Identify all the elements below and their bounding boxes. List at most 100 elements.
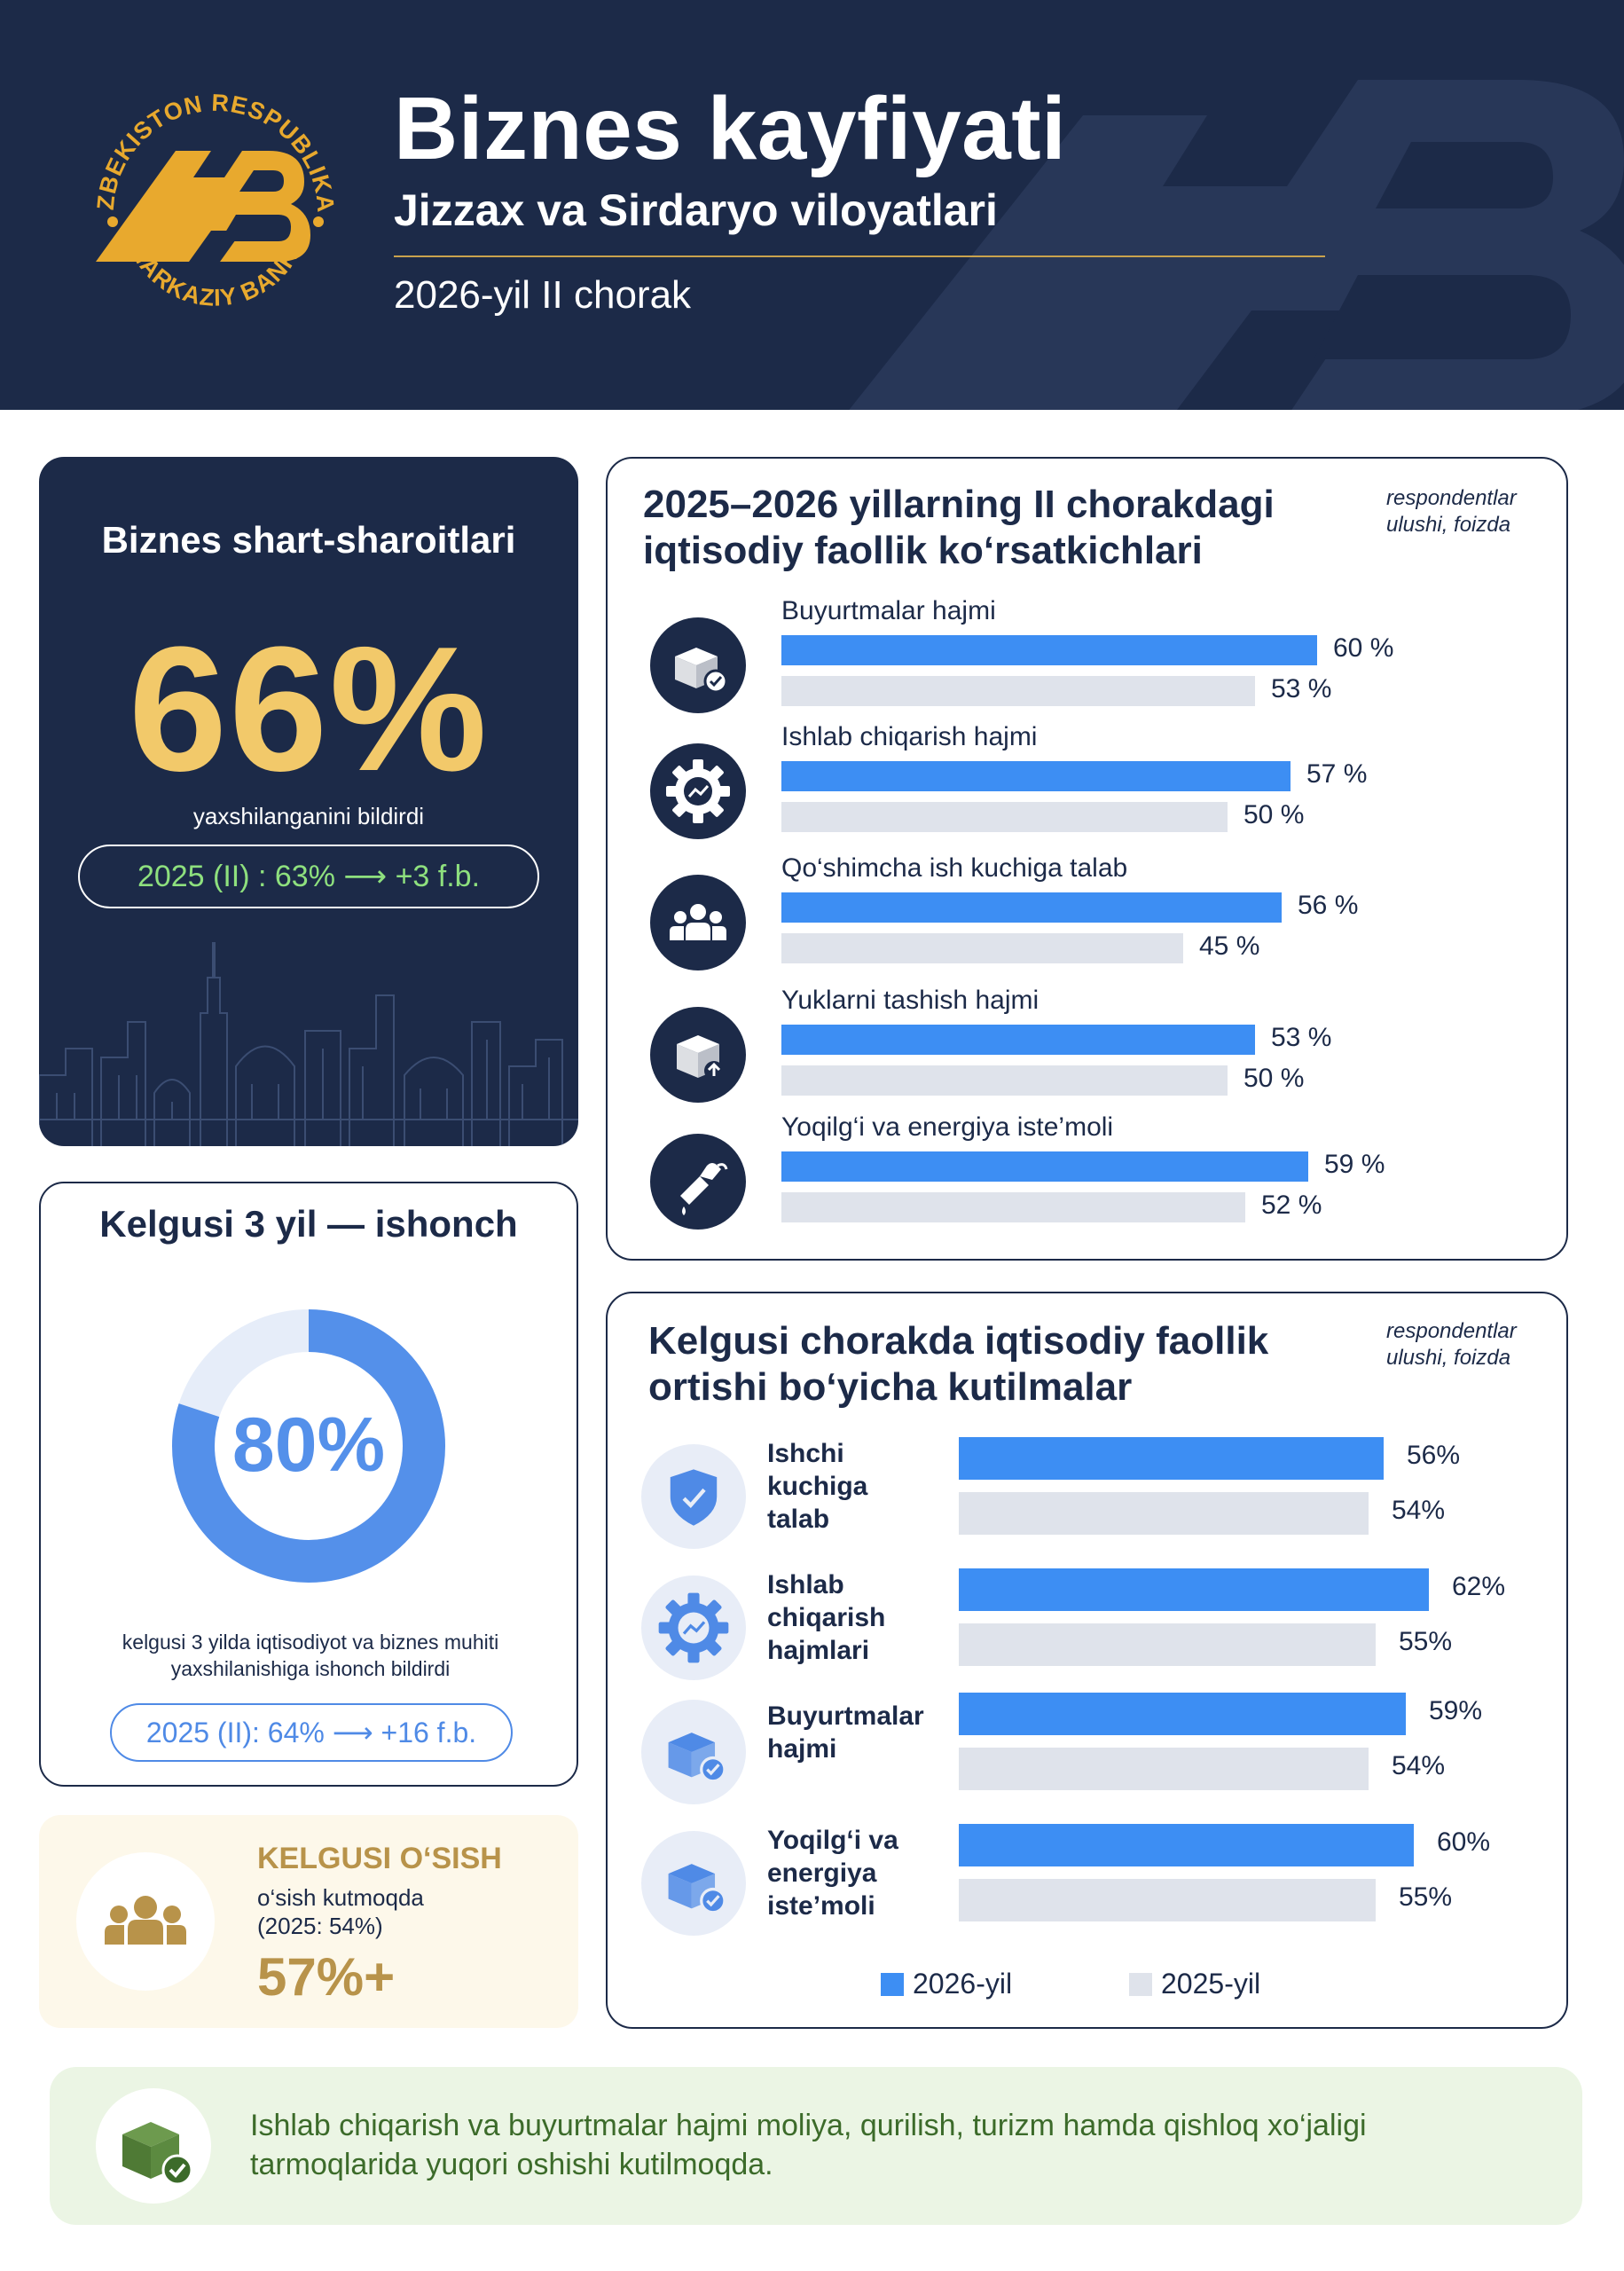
bar-2026 xyxy=(959,1693,1406,1735)
activity-units-note: respondentlar ulushi, foizda xyxy=(1386,485,1517,538)
confidence-caption-line1: kelgusi 3 yilda iqtisodiyot va biznes mu… xyxy=(122,1631,499,1654)
confidence-value: 80% xyxy=(232,1403,385,1488)
growth-heading: KELGUSI O‘SISH xyxy=(257,1842,502,1875)
shield-check-icon xyxy=(641,1444,746,1549)
legend-label-2026: 2026-yil xyxy=(913,1968,1013,2000)
growth-line1: o‘sish kutmoqda xyxy=(257,1884,424,1911)
report-period: 2026-yil II chorak xyxy=(394,273,692,317)
bar-2026-value-label: 57 % xyxy=(1306,759,1368,789)
expectations-category-label: Ishlab chiqarish hajmlari xyxy=(767,1570,886,1665)
bar-2025 xyxy=(781,1065,1228,1096)
bar-2025 xyxy=(781,933,1183,963)
bar-2025-value-label: 54% xyxy=(1392,1751,1446,1780)
expectations-category-label: Buyurtmalar hajmi xyxy=(767,1701,924,1764)
growth-line2: (2025: 54%) xyxy=(257,1913,383,1939)
expectations-category-label: Ishchi kuchiga talab xyxy=(767,1439,868,1534)
legend-swatch-2025 xyxy=(1129,1973,1152,1996)
activity-row: Yoqilg‘i va energiya iste’moli 59 % 52 % xyxy=(608,1112,1566,1237)
expectations-category-label: Yoqilg‘i va energiya iste’moli xyxy=(767,1826,898,1921)
activity-category-label: Qo‘shimcha ish kuchiga talab xyxy=(781,853,1128,883)
activity-row: Yuklarni tashish hajmi 53 % 50 % xyxy=(608,986,1566,1110)
bar-2026 xyxy=(781,892,1282,923)
activity-category-label: Ishlab chiqarish hajmi xyxy=(781,722,1038,751)
business-conditions-value: 66% xyxy=(128,610,490,808)
bar-2025-value-label: 52 % xyxy=(1261,1191,1322,1220)
footer-icon-circle xyxy=(96,2088,211,2204)
legend-item-2025: 2025-yil xyxy=(1129,1968,1260,2000)
bar-2025-value-label: 55% xyxy=(1399,1882,1453,1912)
bar-2026 xyxy=(781,761,1291,791)
activity-category-label: Buyurtmalar hajmi xyxy=(781,596,996,625)
activity-note-line2: ulushi, foizda xyxy=(1386,513,1511,537)
activity-row: Ishlab chiqarish hajmi 57 % 50 % xyxy=(608,722,1566,846)
expectations-title: Kelgusi chorakda iqtisodiy faollik ortis… xyxy=(648,1318,1340,1411)
fuel-nozzle-icon xyxy=(650,1134,746,1230)
bar-2026 xyxy=(781,1025,1255,1055)
bar-2026-value-label: 53 % xyxy=(1271,1023,1332,1052)
bar-2026 xyxy=(959,1437,1384,1480)
expectations-units-note: respondentlar ulushi, foizda xyxy=(1386,1318,1517,1371)
activity-category-label: Yoqilg‘i va energiya iste’moli xyxy=(781,1112,1114,1142)
city-skyline-illustration xyxy=(39,942,578,1146)
bar-2026 xyxy=(959,1568,1429,1611)
donut-value-arc xyxy=(172,1309,445,1583)
bar-2026-value-label: 60% xyxy=(1437,1827,1491,1857)
legend-item-2026: 2026-yil xyxy=(881,1968,1012,2000)
bar-2026-value-label: 59% xyxy=(1429,1696,1483,1725)
business-conditions-card: Biznes shart-sharoitlari 66% yaxshilanga… xyxy=(39,457,578,1146)
expectations-note-line2: ulushi, foizda xyxy=(1386,1346,1511,1370)
central-bank-logo: O‘ZBEKISTON RESPUBLIKASI MARKAZIY BANKI xyxy=(78,62,338,311)
bar-2026 xyxy=(781,1151,1308,1182)
box-upload-icon xyxy=(650,1007,746,1103)
bar-2025-value-label: 50 % xyxy=(1243,1064,1305,1093)
growth-icon-circle xyxy=(76,1852,215,1991)
header-divider xyxy=(394,255,1325,257)
confidence-title: Kelgusi 3 yil — ishonch xyxy=(99,1203,518,1245)
growth-value: 57%+ xyxy=(257,1947,396,2007)
bar-2026 xyxy=(781,635,1317,665)
people-icon xyxy=(650,875,746,970)
activity-indicators-card: 2025–2026 yillarning II chorakdagi iqtis… xyxy=(606,457,1568,1261)
gear-growth-icon xyxy=(650,743,746,839)
expectations-title-line1: Kelgusi chorakda iqtisodiy faollik xyxy=(648,1319,1269,1363)
business-conditions-title: Biznes shart-sharoitlari xyxy=(101,519,516,561)
footer-text: Ishlab chiqarish va buyurtmalar hajmi mo… xyxy=(250,2106,1545,2184)
business-conditions-caption: yaxshilanganini bildirdi xyxy=(192,803,425,829)
bar-2025 xyxy=(781,802,1228,832)
confidence-card: Kelgusi 3 yil — ishonch 80% kelgusi 3 yi… xyxy=(39,1182,578,1787)
growth-card: KELGUSI O‘SISH o‘sish kutmoqda (2025: 54… xyxy=(39,1815,578,2028)
activity-title-line2: iqtisodiy faollik ko‘rsatkichlari xyxy=(643,529,1203,572)
box-check-icon xyxy=(122,2122,193,2186)
bar-2025 xyxy=(959,1492,1369,1535)
bar-2025 xyxy=(959,1879,1376,1921)
legend-swatch-2026 xyxy=(881,1973,904,1996)
confidence-caption: kelgusi 3 yilda iqtisodiyot va biznes mu… xyxy=(59,1629,562,1682)
footer-note: Ishlab chiqarish va buyurtmalar hajmi mo… xyxy=(50,2067,1582,2225)
box-check-icon xyxy=(650,617,746,713)
bar-2025 xyxy=(781,676,1255,706)
bar-2025-value-label: 54% xyxy=(1392,1496,1446,1525)
expectations-note-line1: respondentlar xyxy=(1386,1319,1517,1343)
bar-2025 xyxy=(959,1623,1376,1666)
activity-title: 2025–2026 yillarning II chorakdagi iqtis… xyxy=(643,482,1335,574)
legend-label-2025: 2025-yil xyxy=(1161,1968,1261,2000)
bar-2026-value-label: 59 % xyxy=(1324,1150,1385,1179)
business-conditions-comparison: 2025 (II) : 63% ⟶ +3 f.b. xyxy=(78,845,539,908)
header-banner: O‘ZBEKISTON RESPUBLIKASI MARKAZIY BANKI … xyxy=(0,0,1624,410)
bar-2025-value-label: 55% xyxy=(1399,1627,1453,1656)
box-check-icon xyxy=(641,1700,746,1804)
bar-2025-value-label: 45 % xyxy=(1199,931,1260,961)
box-check-icon xyxy=(641,1831,746,1936)
page-subtitle: Jizzax va Sirdaryo viloyatlari xyxy=(394,185,998,235)
confidence-donut-chart: 80% xyxy=(172,1309,445,1583)
bar-2026-value-label: 62% xyxy=(1452,1572,1506,1601)
bar-2025-value-label: 50 % xyxy=(1243,800,1305,829)
mb-watermark-graphic xyxy=(849,80,1624,410)
activity-row: Qo‘shimcha ish kuchiga talab 56 % 45 % xyxy=(608,853,1566,978)
bar-2025-value-label: 53 % xyxy=(1271,674,1332,703)
expectations-card: Kelgusi chorakda iqtisodiy faollik ortis… xyxy=(606,1292,1568,2029)
activity-row: Buyurtmalar hajmi 60 % 53 % xyxy=(608,596,1566,720)
bar-2026 xyxy=(959,1824,1414,1866)
expectations-title-line2: ortishi bo‘yicha kutilmalar xyxy=(648,1365,1133,1409)
confidence-caption-line2: yaxshilanishiga ishonch bildirdi xyxy=(170,1657,451,1680)
